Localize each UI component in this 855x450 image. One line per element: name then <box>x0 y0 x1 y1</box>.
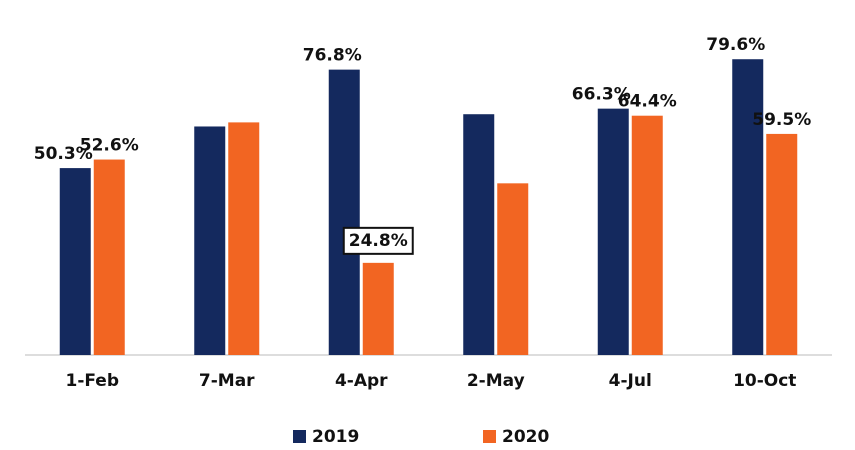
data-label: 59.5% <box>752 110 811 130</box>
x-tick-label: 4-Apr <box>335 371 388 391</box>
legend-swatch <box>293 430 306 443</box>
bar <box>463 114 495 355</box>
bar <box>93 159 125 355</box>
data-label: 24.8% <box>349 231 408 251</box>
data-label: 52.6% <box>80 136 139 156</box>
data-label: 50.3% <box>34 144 93 164</box>
data-label: 76.8% <box>303 46 362 66</box>
label-box <box>342 226 414 255</box>
bar <box>362 262 394 355</box>
data-label: 64.4% <box>618 92 677 112</box>
bar <box>328 69 360 355</box>
bar <box>59 168 91 355</box>
x-tick-label: 7-Mar <box>199 371 255 391</box>
data-label: 79.6% <box>706 35 765 55</box>
x-tick-label: 10-Oct <box>733 371 796 391</box>
bar <box>194 126 226 356</box>
bar <box>497 183 529 355</box>
legend-label: 2020 <box>502 427 549 447</box>
legend-label: 2019 <box>312 427 359 447</box>
data-label: 66.3% <box>572 85 631 105</box>
bar <box>597 108 629 355</box>
bar <box>766 133 798 355</box>
x-tick-label: 1-Feb <box>65 371 119 391</box>
bar <box>631 115 663 355</box>
x-tick-label: 4-Jul <box>609 371 652 391</box>
legend-swatch <box>483 430 496 443</box>
bar <box>732 59 764 356</box>
x-tick-label: 2-May <box>467 371 525 391</box>
bar <box>228 122 260 356</box>
